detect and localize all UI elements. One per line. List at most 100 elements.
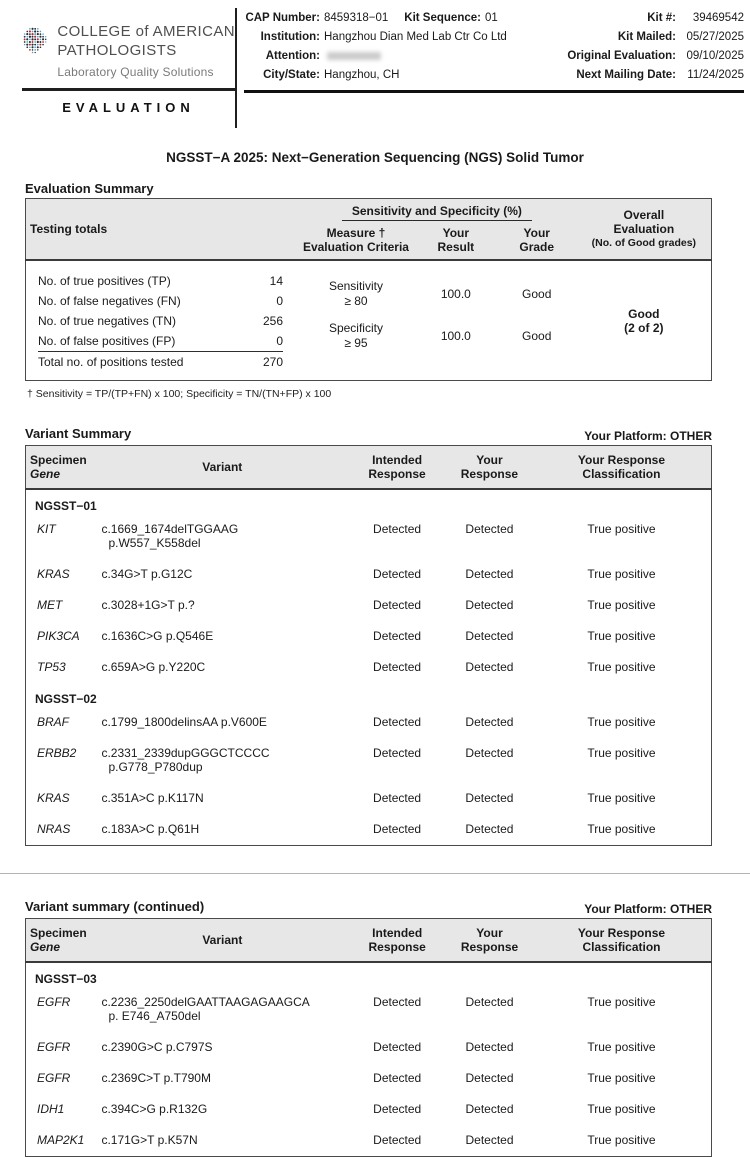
response-classification-header: Your Response Classification xyxy=(531,918,712,963)
variant-description: c.351A>C p.K117N xyxy=(101,791,204,805)
evaluation-summary-heading: Evaluation Summary xyxy=(25,181,154,196)
specimen-label-row: NGSST−01 xyxy=(26,489,712,514)
testing-totals-cell: No. of true positives (TP) 14 No. of fals… xyxy=(26,260,298,381)
attention-label: Attention: xyxy=(265,50,320,62)
gene-name: MAP2K1 xyxy=(37,1133,85,1147)
your-response-value: Detected xyxy=(465,822,514,836)
measure-cell: Sensitivity ≥ 80 Specificity ≥ 95 xyxy=(297,260,415,381)
total-tn-row: No. of true negatives (TN) 256 xyxy=(38,314,284,328)
variant-row: EGFR c.2390G>C p.C797S Detected Detected… xyxy=(26,1032,712,1063)
variant-header: Variant xyxy=(97,918,348,963)
variant-description: c.3028+1G>T p.? xyxy=(101,598,195,612)
org-tagline: Laboratory Quality Solutions xyxy=(57,65,214,79)
variant-row: EGFR c.2369C>T p.T790M Detected Detected… xyxy=(26,1063,712,1094)
variant-description: c.2369C>T p.T790M xyxy=(101,1071,211,1085)
gene-name: NRAS xyxy=(37,822,71,836)
gene-name: IDH1 xyxy=(37,1102,65,1116)
kit-mailed-value: 05/27/2025 xyxy=(686,31,744,43)
next-mailing-value: 11/24/2025 xyxy=(687,69,744,81)
response-classification-value: True positive xyxy=(587,1133,656,1147)
variant-description: c.2236_2250delGAATTAAGAGAAGCA p. E746_A7… xyxy=(101,995,310,1023)
evaluation-summary-section: Evaluation Summary Testing totals Sensit… xyxy=(25,181,712,400)
total-tp-row: No. of true positives (TP) 14 xyxy=(38,274,284,288)
next-mailing-label: Next Mailing Date: xyxy=(576,69,676,81)
response-classification-value: True positive xyxy=(587,567,656,581)
institution-label: Institution: xyxy=(260,31,320,43)
your-response-value: Detected xyxy=(465,791,514,805)
measure-criteria-header: Measure † Evaluation Criteria xyxy=(297,221,415,261)
variant-description: c.1799_1800delinsAA p.V600E xyxy=(101,715,267,729)
intended-response-value: Detected xyxy=(373,567,422,581)
kit-info-block: CAP Number: 8459318−01 Kit Sequence: 01 … xyxy=(244,10,744,93)
variant-row: MAP2K1 c.171G>T p.K57N Detected Detected… xyxy=(26,1125,712,1157)
response-classification-value: True positive xyxy=(587,522,656,536)
your-response-header: Your Response xyxy=(446,445,532,490)
intended-response-value: Detected xyxy=(373,1133,422,1147)
variant-summary-continued-table: Specimen Gene Variant Intended Response Yo… xyxy=(25,918,712,1157)
variant-description: c.1669_1674delTGGAAG p.W557_K558del xyxy=(101,522,239,550)
cap-number-value: 8459318−01 xyxy=(324,12,389,24)
gene-name: EGFR xyxy=(37,995,71,1009)
cap-number-label: CAP Number: xyxy=(245,12,320,24)
sensitivity-specificity-footnote: † Sensitivity = TP/(TP+FN) x 100; Specif… xyxy=(27,388,332,400)
specificity-grade: Good xyxy=(522,328,552,343)
info-row-attention: Attention: Original Evaluation: 09/10/20… xyxy=(244,48,744,64)
info-row-city-state: City/State: Hangzhou, CH Next Mailing Da… xyxy=(244,67,744,83)
your-result-header: Your Result xyxy=(414,221,497,261)
variant-description: c.394C>G p.R132G xyxy=(101,1102,208,1116)
response-classification-value: True positive xyxy=(587,598,656,612)
letterhead-left: COLLEGE of AMERICAN PATHOLOGISTS Laborat… xyxy=(0,8,235,128)
sensitivity-criteria: Sensitivity ≥ 80 xyxy=(328,279,383,308)
city-state-label: City/State: xyxy=(263,69,320,81)
gene-name: MET xyxy=(37,598,63,612)
your-response-value: Detected xyxy=(465,660,514,674)
response-classification-value: True positive xyxy=(587,791,656,805)
original-evaluation-group: Original Evaluation: 09/10/2025 xyxy=(567,48,744,64)
intended-response-value: Detected xyxy=(373,629,422,643)
variant-summary-continued-heading: Variant summary (continued) xyxy=(25,899,205,914)
response-classification-value: True positive xyxy=(587,822,656,836)
specimen-id: NGSST−01 xyxy=(35,499,97,513)
info-row-cap-number: CAP Number: 8459318−01 Kit Sequence: 01 … xyxy=(244,10,744,26)
variant-row: PIK3CA c.1636C>G p.Q546E Detected Detect… xyxy=(26,621,712,652)
intended-response-header: Intended Response xyxy=(347,445,447,490)
specificity-criteria: Specificity ≥ 95 xyxy=(328,321,383,350)
intended-response-value: Detected xyxy=(373,995,422,1009)
gene-name: BRAF xyxy=(37,715,70,729)
gene-name: EGFR xyxy=(37,1040,71,1054)
intended-response-header: Intended Response xyxy=(347,918,448,963)
variant-description: c.1636C>G p.Q546E xyxy=(101,629,214,643)
gene-name: PIK3CA xyxy=(37,629,80,643)
kit-number-label: Kit #: xyxy=(647,12,676,24)
variant-description: c.659A>G p.Y220C xyxy=(101,660,206,674)
specimen-id: NGSST−02 xyxy=(35,692,97,706)
gene-name: EGFR xyxy=(37,1071,71,1085)
your-grade-header: Your Grade xyxy=(496,221,577,261)
specimen-group: NGSST−01 KIT c.1669_1674delTGGAAG p.W557… xyxy=(26,489,712,683)
platform-label-continued: Your Platform: OTHER xyxy=(584,902,712,916)
your-response-value: Detected xyxy=(465,522,514,536)
variant-description: c.2390G>C p.C797S xyxy=(101,1040,213,1054)
your-response-value: Detected xyxy=(465,715,514,729)
cap-dot-logo xyxy=(23,27,47,54)
original-evaluation-value: 09/10/2025 xyxy=(686,50,744,62)
response-classification-value: True positive xyxy=(587,660,656,674)
intended-response-value: Detected xyxy=(373,1102,422,1116)
specimen-label-row: NGSST−03 xyxy=(26,962,712,987)
overall-evaluation-header: Overall Evaluation (No. of Good grades) xyxy=(576,198,712,261)
your-response-value: Detected xyxy=(465,598,514,612)
variant-row: ERBB2 c.2331_2339dupGGGCTCCCC p.G778_P78… xyxy=(26,738,712,783)
city-state-value: Hangzhou, CH xyxy=(324,69,400,81)
response-classification-value: True positive xyxy=(587,1071,656,1085)
sensitivity-result: 100.0 xyxy=(440,286,471,301)
specimen-group: NGSST−02 BRAF c.1799_1800delinsAA p.V600… xyxy=(26,683,712,846)
your-response-value: Detected xyxy=(465,1071,514,1085)
variant-row: KRAS c.351A>C p.K117N Detected Detected … xyxy=(26,783,712,814)
variant-row: KIT c.1669_1674delTGGAAG p.W557_K558del … xyxy=(26,514,712,559)
testing-totals-header: Testing totals xyxy=(25,198,298,261)
variant-row: MET c.3028+1G>T p.? Detected Detected Tr… xyxy=(26,590,712,621)
your-response-value: Detected xyxy=(465,1040,514,1054)
variant-summary-section: Variant Summary Your Platform: OTHER Spe… xyxy=(25,426,712,846)
intended-response-value: Detected xyxy=(373,822,422,836)
response-classification-value: True positive xyxy=(587,715,656,729)
